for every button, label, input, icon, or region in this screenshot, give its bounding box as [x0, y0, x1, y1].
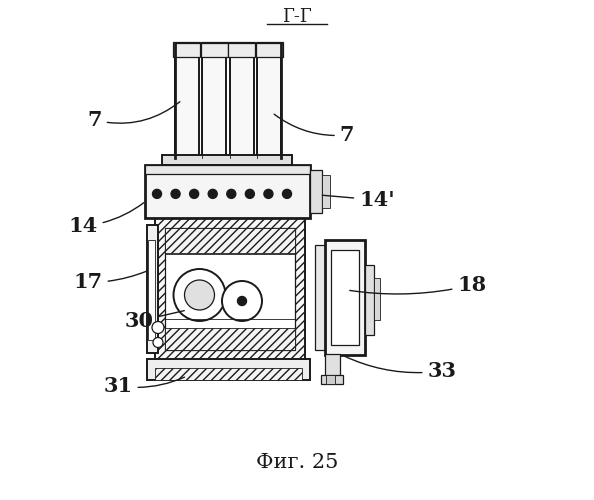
Circle shape: [152, 322, 164, 334]
Circle shape: [227, 190, 236, 198]
Text: 14': 14': [323, 190, 395, 210]
Bar: [144, 165, 309, 218]
Bar: [322, 175, 330, 208]
Bar: [165, 228, 295, 252]
Bar: [154, 368, 302, 380]
Circle shape: [173, 269, 226, 321]
Bar: [175, 56, 198, 158]
Text: 17: 17: [74, 271, 147, 292]
Circle shape: [153, 338, 163, 347]
Circle shape: [264, 190, 273, 198]
Text: 7: 7: [274, 114, 354, 145]
Bar: [324, 240, 365, 355]
Bar: [228, 42, 255, 56]
Circle shape: [185, 280, 214, 310]
Text: 31: 31: [103, 376, 185, 396]
Text: Г-Г: Г-Г: [282, 8, 312, 26]
Text: 30: 30: [125, 310, 184, 331]
Bar: [165, 228, 295, 350]
Bar: [201, 42, 228, 56]
Text: 18: 18: [350, 275, 486, 295]
Bar: [162, 155, 292, 165]
Text: 14: 14: [68, 202, 144, 236]
Bar: [309, 170, 322, 212]
Circle shape: [171, 190, 180, 198]
Bar: [255, 42, 283, 56]
Bar: [202, 56, 226, 158]
Bar: [331, 250, 359, 345]
Circle shape: [245, 190, 254, 198]
Bar: [147, 359, 309, 380]
Bar: [147, 225, 158, 352]
Bar: [229, 56, 254, 158]
Bar: [144, 165, 309, 174]
Text: Фиг. 25: Фиг. 25: [256, 453, 338, 472]
Text: 33: 33: [345, 356, 457, 381]
Bar: [374, 278, 380, 320]
Bar: [321, 375, 343, 384]
Bar: [257, 56, 281, 158]
Bar: [324, 354, 340, 378]
Circle shape: [222, 281, 262, 321]
Circle shape: [238, 296, 247, 306]
Circle shape: [283, 190, 292, 198]
Circle shape: [189, 190, 198, 198]
Bar: [326, 374, 334, 384]
Circle shape: [153, 190, 162, 198]
Text: 7: 7: [87, 102, 180, 130]
Bar: [365, 265, 374, 335]
Circle shape: [208, 190, 217, 198]
Bar: [148, 240, 155, 340]
Bar: [173, 42, 200, 56]
Bar: [165, 328, 295, 350]
Bar: [154, 218, 305, 360]
Bar: [314, 245, 326, 350]
